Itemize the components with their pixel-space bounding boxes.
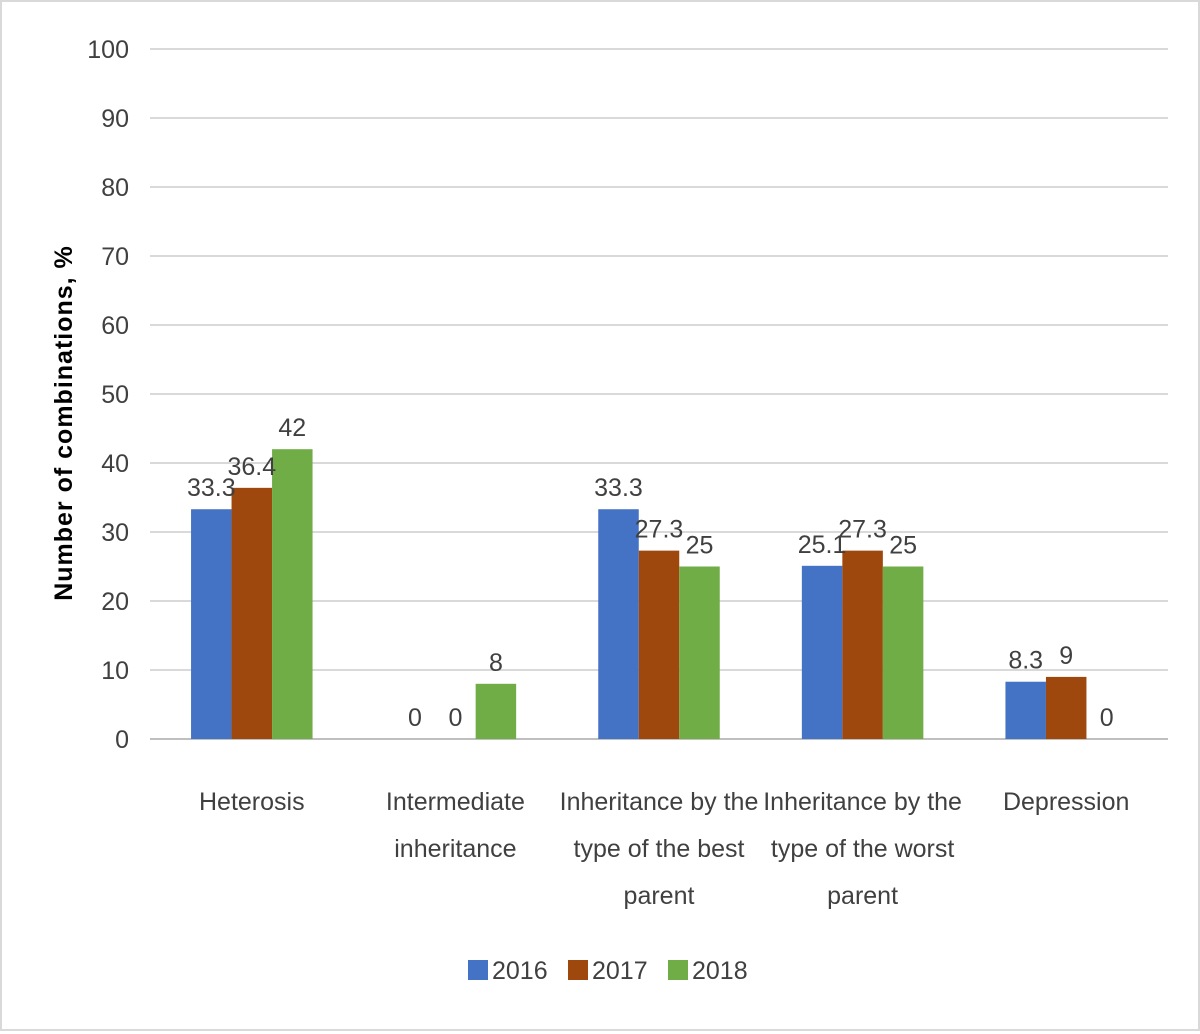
y-tick-label: 50 [101,381,129,409]
data-label: 36.4 [227,453,276,481]
bar-2017 [1045,676,1087,739]
bar-2018 [679,566,720,739]
y-axis-ticks: 0 10 20 30 40 50 60 70 80 90 100 [87,36,129,754]
data-label: 27.3 [838,516,887,544]
data-label: 33.3 [594,474,643,502]
y-tick-label: 40 [101,450,129,478]
y-tick-label: 60 [101,312,129,340]
bar-2017 [231,487,273,739]
legend-swatch [568,960,588,980]
bar-2017 [638,550,680,739]
category-label: Heterosis [199,788,305,816]
legend: 2016 2017 2018 [468,957,748,985]
y-axis-label: Number of combinations, % [50,245,78,601]
data-label: 25.1 [798,531,847,559]
y-tick-label: 30 [101,519,129,547]
data-label: 8.3 [1008,647,1043,675]
data-label: 25 [889,532,917,560]
y-tick-label: 100 [87,36,129,64]
bar-2016 [1005,681,1046,739]
bar-2017 [842,550,883,739]
data-label: 8 [489,649,503,677]
bar-2016 [598,509,639,739]
bar-2016 [191,509,232,739]
legend-swatch [468,960,488,980]
category-label: Depression [1003,788,1129,816]
bar-2018 [882,566,924,739]
category-label: Intermediate inheritance [386,788,525,863]
data-label: 27.3 [635,516,684,544]
legend-label: 2016 [492,957,548,985]
y-tick-label: 0 [115,726,129,754]
data-label: 0 [448,704,462,732]
category-label: Inheritance by the type of the worst paren… [763,788,962,910]
gridlines [150,48,1168,740]
y-tick-label: 70 [101,243,129,271]
data-label: 42 [278,414,306,442]
legend-label: 2017 [592,957,648,985]
bar-2018 [475,683,517,739]
bars [191,449,1087,739]
y-tick-label: 10 [101,657,129,685]
data-label: 25 [686,532,714,560]
y-tick-label: 20 [101,588,129,616]
x-axis-categories: Heterosis Intermediate inheritance Inherita… [199,788,1129,910]
data-label: 0 [408,704,422,732]
category-label: Inheritance by the type of the best parent [560,788,759,910]
data-label: 0 [1100,704,1114,732]
y-tick-label: 90 [101,105,129,133]
legend-label: 2018 [692,957,748,985]
bar-2018 [272,449,313,739]
data-label: 9 [1059,642,1073,670]
legend-swatch [668,960,688,980]
y-tick-label: 80 [101,174,129,202]
bar-2016 [801,565,843,739]
data-label: 33.3 [187,474,236,502]
